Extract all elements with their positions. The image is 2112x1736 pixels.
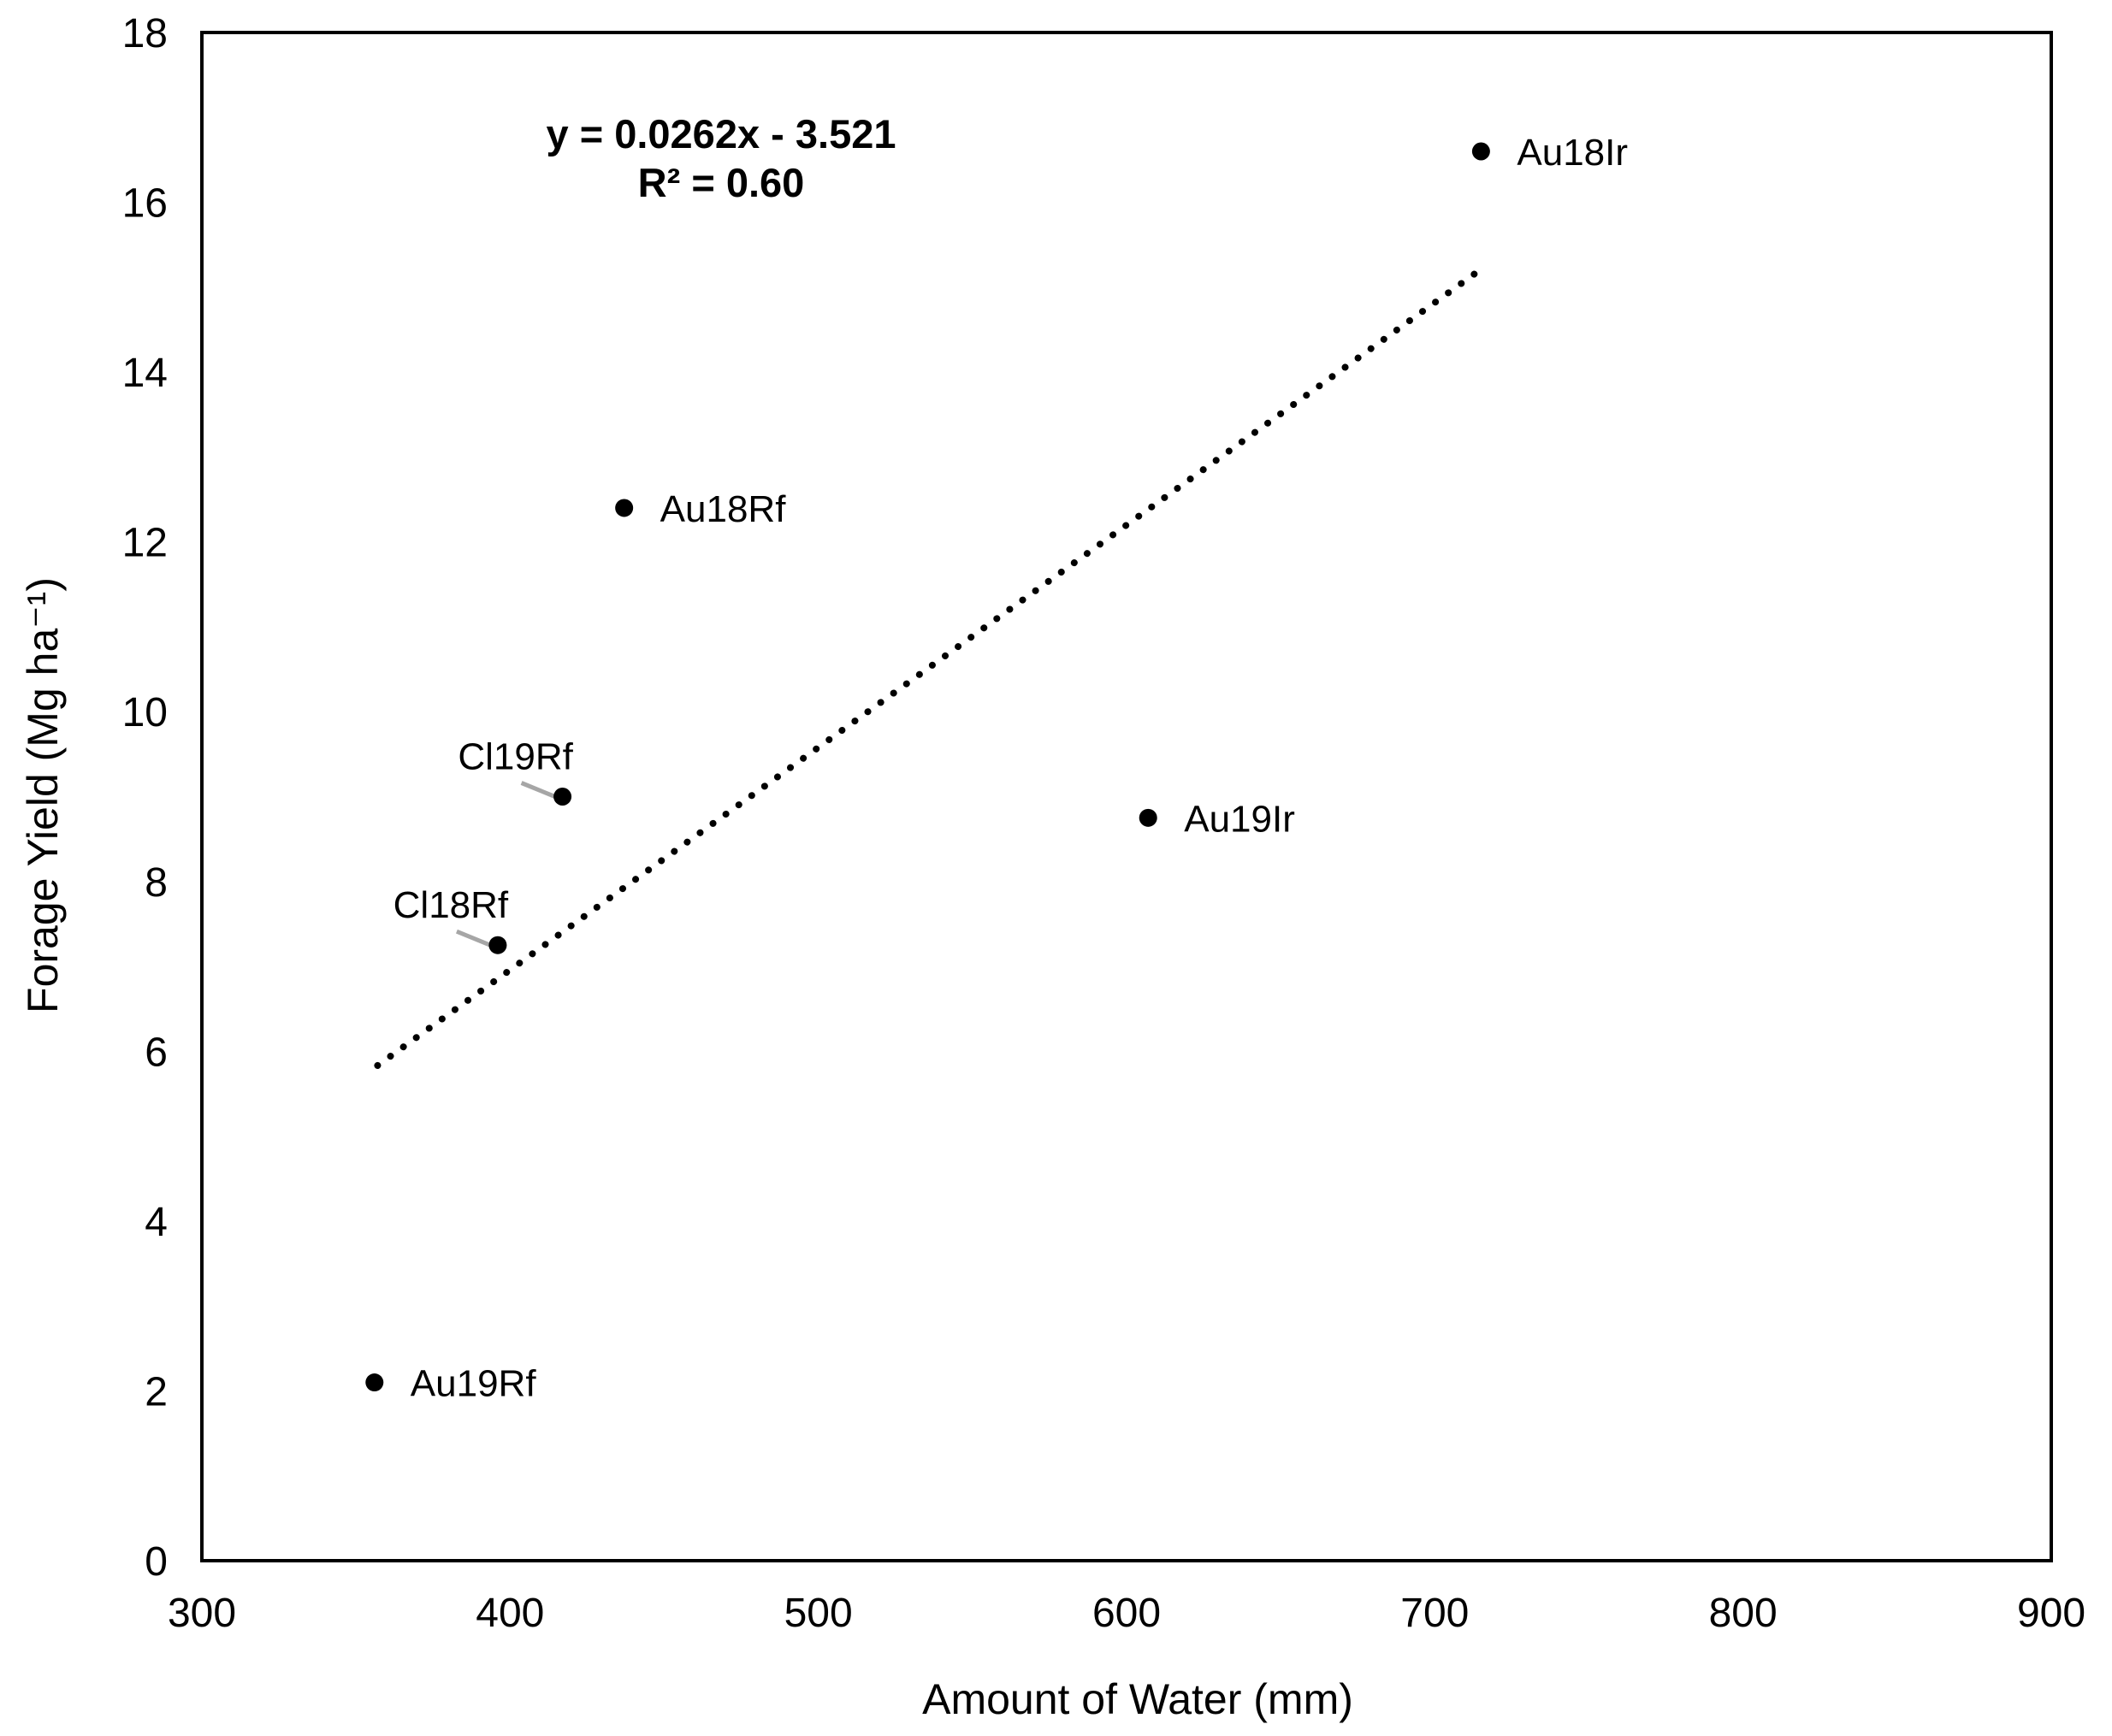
y-axis-title: Forage Yield (Mg ha⁻¹)	[19, 577, 67, 1013]
y-tick-label: 2	[145, 1369, 168, 1414]
x-tick-label: 600	[1092, 1591, 1161, 1636]
point-label-Au18Rf: Au18Rf	[660, 488, 787, 530]
y-tick-label: 0	[145, 1539, 168, 1585]
y-tick-label: 10	[122, 690, 168, 735]
r-squared-label: R² = 0.60	[637, 160, 805, 205]
trendline	[374, 263, 1488, 1069]
point-label-Cl18Rf: Cl18Rf	[393, 884, 509, 926]
x-tick-label: 900	[2017, 1591, 2085, 1636]
point-marker-Au19Rf	[365, 1373, 384, 1392]
y-tick-label: 12	[122, 521, 168, 566]
point-label-Au18Ir: Au18Ir	[1517, 132, 1628, 174]
x-tick-label: 400	[476, 1591, 544, 1636]
x-axis-title: Amount of Water (mm)	[922, 1675, 1353, 1723]
point-label-Cl19Rf: Cl19Rf	[458, 736, 573, 778]
y-tick-label: 4	[145, 1200, 168, 1245]
leader-line	[455, 929, 495, 949]
point-marker-Au19Ir	[1139, 808, 1157, 827]
plot-border	[200, 31, 2053, 1562]
trendline-equation: y = 0.0262x - 3.521	[546, 111, 896, 156]
point-marker-Cl18Rf	[488, 936, 507, 954]
y-tick-label: 14	[122, 351, 168, 396]
y-tick-label: 16	[122, 181, 168, 227]
x-tick-label: 500	[784, 1591, 853, 1636]
y-tick-label: 18	[122, 11, 168, 56]
point-label-Au19Ir: Au19Ir	[1184, 798, 1295, 840]
trendline-annotation: y = 0.0262x - 3.521 R² = 0.60	[547, 109, 896, 207]
y-tick-label: 6	[145, 1030, 168, 1075]
point-label-Au19Rf: Au19Rf	[411, 1363, 537, 1405]
point-marker-Au18Rf	[615, 499, 634, 517]
point-marker-Au18Ir	[1471, 142, 1490, 161]
x-tick-label: 300	[168, 1591, 236, 1636]
x-tick-label: 700	[1400, 1591, 1469, 1636]
y-tick-label: 8	[145, 860, 168, 906]
leader-line	[520, 781, 560, 800]
point-marker-Cl19Rf	[553, 788, 572, 806]
x-tick-label: 800	[1709, 1591, 1778, 1636]
